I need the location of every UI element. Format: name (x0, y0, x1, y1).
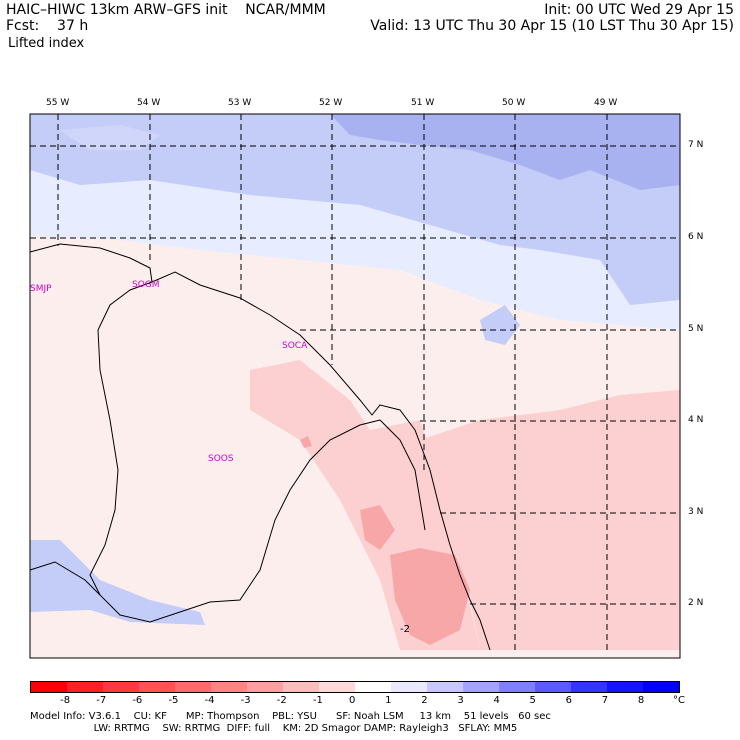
colorbar-swatch (103, 682, 139, 692)
colorbar-swatch (211, 682, 247, 692)
lon-label: 52 W (319, 98, 343, 108)
station-label: SOGM (132, 280, 160, 290)
lat-label: 7 N (688, 140, 704, 150)
lon-label: 49 W (594, 98, 618, 108)
colorbar-tick-label: -5 (168, 695, 179, 706)
colorbar-swatch (67, 682, 103, 692)
colorbar-tick-label: 6 (565, 695, 573, 706)
colorbar-tick-label: -8 (60, 695, 71, 706)
colorbar-tick-label: -6 (132, 695, 143, 706)
coastlines (29, 243, 491, 651)
lat-label: 4 N (688, 415, 704, 425)
map-frame (29, 113, 681, 659)
colorbar-swatch (499, 682, 535, 692)
colorbar-swatch (175, 682, 211, 692)
colorbar-swatch (139, 682, 175, 692)
colorbar-swatch (427, 682, 463, 692)
colorbar-swatch (355, 682, 391, 692)
lon-label: 53 W (228, 98, 252, 108)
lat-label: 2 N (688, 598, 704, 608)
colorbar-swatch (571, 682, 607, 692)
colorbar (30, 681, 680, 693)
colorbar-tick-label: 3 (457, 695, 464, 706)
station-label: SOOS (208, 454, 234, 464)
colorbar-swatch (31, 682, 67, 692)
colorbar-tick-label: 2 (421, 695, 428, 706)
valid-time: Valid: 13 UTC Thu 30 Apr 15 (10 LST Thu … (370, 18, 734, 34)
model-title: HAIC–HIWC 13km ARW–GFS init NCAR/MMM (6, 2, 326, 18)
station-label: SMJP (30, 284, 52, 294)
colorbar-tick-label: 8 (637, 695, 645, 706)
model-info-line1: Model Info: V3.6.1 CU: KF MP: Thompson P… (30, 711, 551, 722)
lon-label: 51 W (411, 98, 435, 108)
colorbar-tick-label: 5 (529, 695, 536, 706)
colorbar-tick-label: -1 (312, 695, 323, 706)
colorbar-swatch (391, 682, 427, 692)
colorbar-swatch (643, 682, 679, 692)
station-label: SOCA (282, 341, 308, 351)
colorbar-swatch (535, 682, 571, 692)
colorbar-tick-label: -2 (276, 695, 287, 706)
colorbar-tick-label: -4 (204, 695, 215, 706)
colorbar-swatch (283, 682, 319, 692)
contour-label: -2 (400, 624, 410, 635)
field-name: Lifted index (8, 36, 85, 51)
colorbar-swatch (463, 682, 499, 692)
colorbar-unit: °C (673, 695, 685, 706)
lat-label: 6 N (688, 232, 704, 242)
colorbar-tick-label: 0 (349, 695, 356, 706)
colorbar-tick-label: 4 (493, 695, 500, 706)
colorbar-swatch (607, 682, 643, 692)
lon-label: 50 W (502, 98, 526, 108)
shaded-field (30, 114, 680, 658)
lon-label: 54 W (137, 98, 161, 108)
colorbar-swatch (319, 682, 355, 692)
lat-label: 3 N (688, 507, 704, 517)
colorbar-tick-label: -3 (240, 695, 251, 706)
colorbar-tick-label: 1 (385, 695, 392, 706)
init-time: Init: 00 UTC Wed 29 Apr 15 (544, 2, 734, 18)
colorbar-swatch (247, 682, 283, 692)
forecast-hour: Fcst: 37 h (6, 18, 89, 34)
colorbar-tick-label: -7 (96, 695, 107, 706)
colorbar-tick-label: 7 (601, 695, 609, 706)
lat-label: 5 N (688, 324, 704, 334)
model-info-line2: LW: RRTMG SW: RRTMG DIFF: full KM: 2D Sm… (30, 723, 518, 734)
graticule (30, 114, 680, 650)
lon-label: 55 W (46, 98, 70, 108)
